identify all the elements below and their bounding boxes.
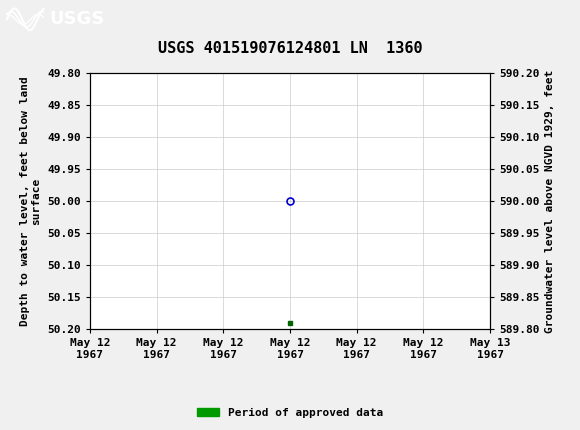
Legend: Period of approved data: Period of approved data [193, 403, 387, 422]
Text: USGS 401519076124801 LN  1360: USGS 401519076124801 LN 1360 [158, 41, 422, 56]
Text: USGS: USGS [49, 10, 104, 28]
Y-axis label: Groundwater level above NGVD 1929, feet: Groundwater level above NGVD 1929, feet [545, 69, 555, 333]
Y-axis label: Depth to water level, feet below land
surface: Depth to water level, feet below land su… [20, 76, 42, 326]
